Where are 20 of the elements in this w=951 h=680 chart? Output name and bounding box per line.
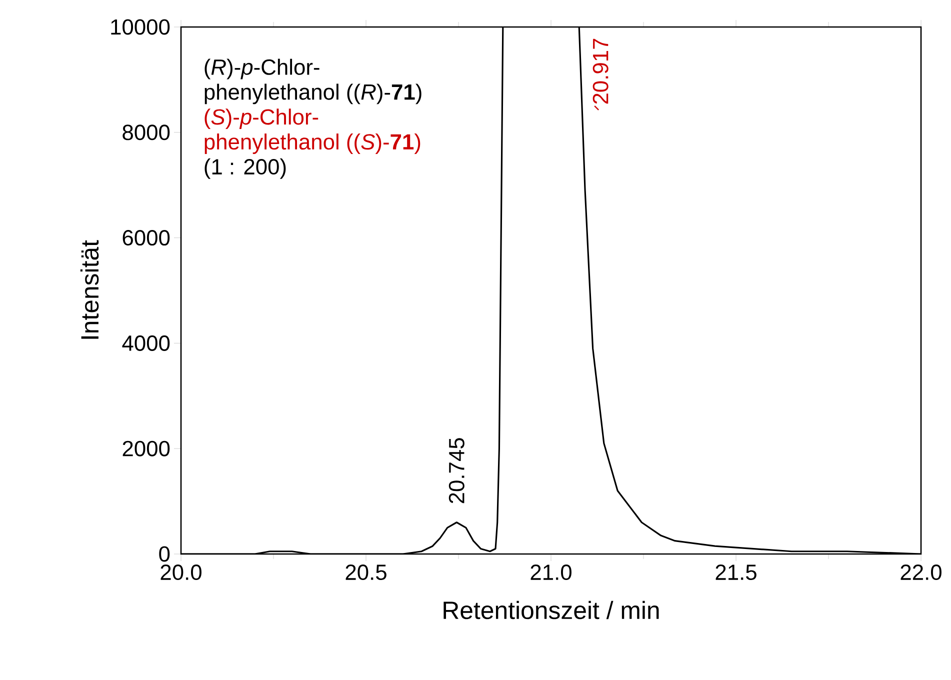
x-tick-label: 20.0 bbox=[160, 564, 202, 580]
y-tick-label: 4000 bbox=[122, 335, 170, 351]
x-axis-title: Retentionszeit / min bbox=[444, 600, 659, 620]
y-tick-label: 2000 bbox=[122, 440, 170, 456]
annotation: (1 : 200) bbox=[204, 158, 286, 179]
annotation: phenylethanol ((S)-71) bbox=[204, 134, 420, 154]
annotation: 20.917 bbox=[592, 38, 608, 104]
annotation: phenylethanol ((R)-71) bbox=[204, 84, 422, 104]
annotation: (S)-p-Chlor- bbox=[204, 108, 318, 130]
x-tick-label: 21.0 bbox=[530, 564, 572, 580]
x-tick-label: 20.5 bbox=[346, 564, 386, 580]
y-tick-label: 0 bbox=[159, 546, 170, 562]
x-tick-label: 21.5 bbox=[716, 564, 756, 580]
y-tick-label: 10000 bbox=[111, 19, 170, 35]
annotation: (R)-p-Chlor- bbox=[204, 58, 320, 80]
x-tick-label: 22.0 bbox=[900, 564, 942, 580]
annotation: 20.745 bbox=[448, 438, 464, 504]
y-axis-title: Intensität bbox=[80, 240, 99, 339]
y-tick-label: 8000 bbox=[122, 124, 170, 140]
y-tick-label: 6000 bbox=[122, 230, 170, 246]
